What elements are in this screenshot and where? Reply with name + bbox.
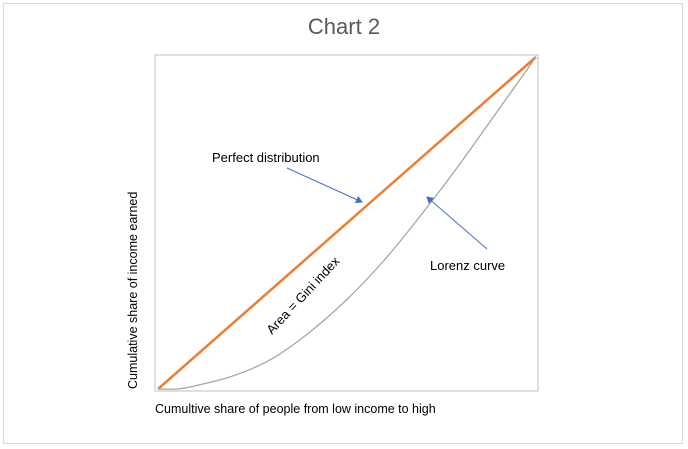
- lorenz-curve-line: [157, 56, 537, 390]
- chart-frame: [3, 3, 683, 444]
- y-axis-label: Cumulative share of income earned: [126, 191, 140, 389]
- lorenz-curve-arrow: [426, 196, 488, 250]
- annotation-lorenz-curve: Lorenz curve: [430, 258, 505, 273]
- chart-title: Chart 2: [307, 14, 381, 39]
- annotation-gini-area: Area = Gini index: [263, 253, 343, 337]
- perfect-distribution-line: [157, 56, 537, 390]
- x-axis-label: Cumultive share of people from low incom…: [155, 402, 436, 416]
- plot-area-border: [154, 54, 539, 392]
- annotation-perfect-distribution: Perfect distribution: [212, 150, 320, 165]
- perfect-distribution-arrow: [286, 167, 363, 204]
